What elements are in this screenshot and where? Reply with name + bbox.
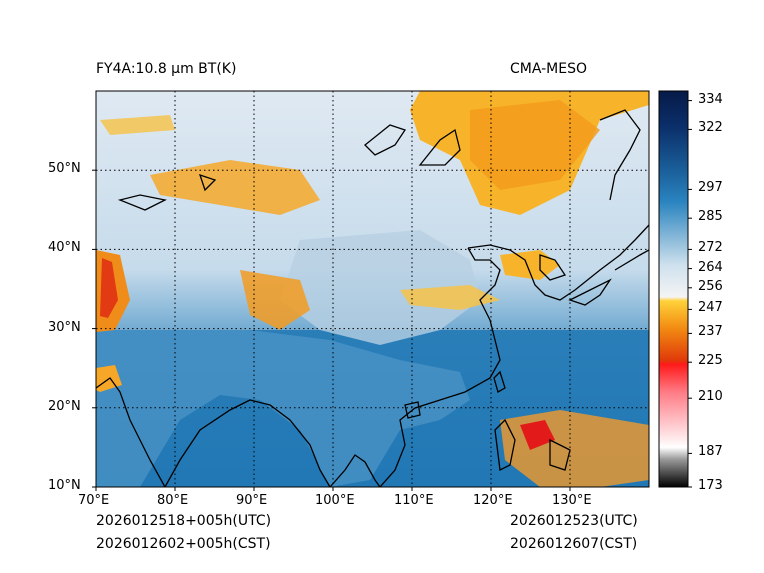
colorbar-tick-label: 272 — [698, 240, 723, 256]
graticule — [96, 91, 649, 487]
cloud-yangtze — [400, 285, 500, 310]
colorbar-tick-label: 322 — [698, 120, 723, 136]
map-field — [96, 91, 649, 487]
colorbar-ticks — [688, 100, 692, 488]
colorbar-tick-label: 334 — [698, 91, 723, 107]
init-time-utc: 2026012518+005h(UTC) — [96, 513, 272, 529]
lat-tick-label: 20°N — [48, 398, 81, 414]
colorbar-tick-label: 237 — [698, 324, 723, 340]
valid-time-cst: 2026012607(CST) — [510, 536, 638, 552]
lat-tick-label: 10°N — [48, 478, 81, 493]
model-name: CMA-MESO — [510, 61, 588, 77]
colorbar-tick-label: 264 — [698, 259, 723, 275]
coastlines — [96, 109, 649, 487]
land-region — [96, 330, 470, 487]
cloud-siberia — [100, 115, 175, 135]
map-title: FY4A:10.8 µm BT(K) — [96, 61, 237, 77]
colorbar-frame — [658, 90, 689, 488]
lon-tick-label: 120°E — [473, 493, 513, 508]
cloud-band-central — [150, 160, 320, 215]
colorbar-tick-label: 187 — [698, 444, 723, 460]
colorbar-tick-label: 225 — [698, 353, 723, 369]
colorbar-tick-label: 210 — [698, 389, 723, 405]
cloud-tibet — [240, 270, 310, 330]
lat-tick-label: 50°N — [48, 161, 81, 177]
map-frame — [95, 90, 650, 488]
plateau-region — [280, 230, 480, 345]
lon-tick-label: 130°E — [552, 493, 592, 508]
colorbar-tick-label: 285 — [698, 209, 723, 225]
lon-tick-label: 90°E — [236, 493, 268, 508]
valid-time-utc: 2026012523(UTC) — [510, 513, 638, 529]
colorbar-tick-label: 247 — [698, 300, 723, 316]
cloud-core-north — [470, 100, 600, 190]
lat-tick-label: 40°N — [48, 240, 81, 256]
lon-tick-label: 100°E — [315, 493, 355, 508]
lon-tick-label: 110°E — [394, 493, 434, 508]
colorbar — [659, 91, 688, 487]
cloud-korea — [500, 250, 560, 280]
colorbar-tick-label: 256 — [698, 278, 723, 294]
cloud-core-philippines — [520, 420, 555, 450]
colorbar-tick-label: 173 — [698, 478, 723, 493]
lon-tick-label: 80°E — [157, 493, 189, 508]
colorbar-tick-label: 297 — [698, 180, 723, 196]
axis-ticks — [92, 169, 571, 491]
lon-tick-label: 70°E — [78, 493, 110, 508]
lat-tick-label: 30°N — [48, 319, 81, 335]
cloud-core-west — [100, 258, 118, 318]
init-time-cst: 2026012602+005h(CST) — [96, 536, 271, 552]
